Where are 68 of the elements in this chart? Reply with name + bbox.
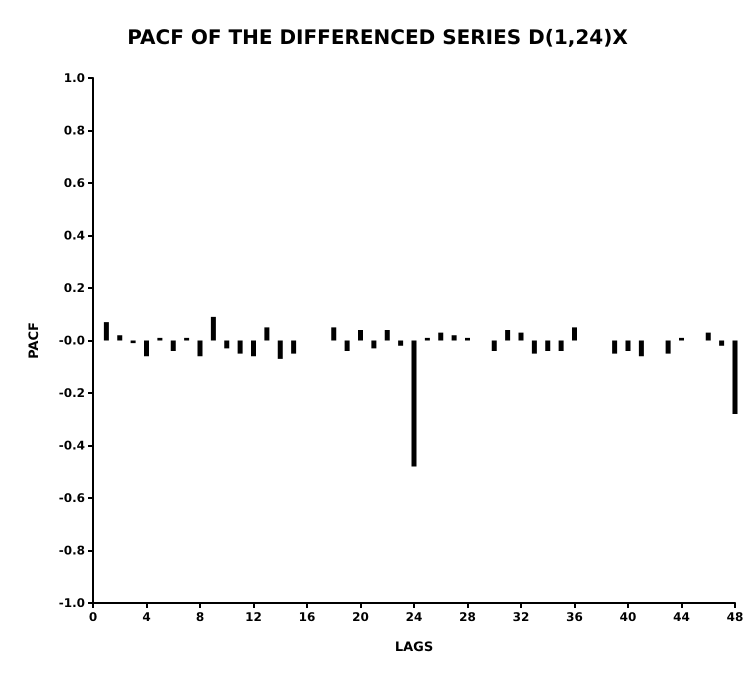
bar	[679, 338, 684, 340]
x-tick-label: 48	[726, 610, 744, 624]
bar	[251, 340, 256, 356]
x-tick-label: 12	[245, 610, 262, 624]
bar	[291, 340, 296, 354]
x-tick-label: 0	[88, 610, 98, 624]
bar	[210, 316, 216, 340]
x-tick-label: 16	[298, 610, 316, 624]
bar	[545, 340, 550, 351]
y-tick-label: 0.4	[64, 228, 85, 242]
y-tick-label: -0.4	[58, 438, 85, 452]
bar	[558, 340, 564, 351]
bar	[117, 335, 122, 340]
bar	[719, 340, 724, 346]
x-tick-label: 44	[673, 610, 690, 624]
x-tick-label: 24	[406, 610, 422, 624]
bar	[198, 340, 202, 356]
y-tick-label: 0.8	[64, 124, 85, 138]
bar	[278, 340, 283, 359]
x-tick-label: 32	[512, 610, 530, 624]
bar	[371, 340, 376, 348]
bar	[157, 338, 162, 340]
y-axis-title: PACF	[27, 322, 42, 359]
bar	[626, 340, 630, 351]
bar	[184, 338, 190, 340]
x-axis-title: LAGS	[394, 640, 434, 655]
bar	[465, 338, 470, 340]
bar	[706, 332, 711, 340]
bar	[638, 340, 644, 356]
bar	[438, 332, 444, 340]
bar	[452, 335, 457, 340]
y-tick-label: -0.0	[58, 334, 85, 348]
bar	[170, 340, 176, 351]
bar	[130, 340, 136, 344]
y-tick-label: 0.6	[64, 176, 85, 190]
x-tick-label: 28	[459, 610, 476, 624]
bar	[505, 330, 510, 340]
bar	[358, 330, 363, 340]
bar	[398, 340, 404, 346]
bar	[344, 340, 350, 351]
x-tick-label: 40	[620, 610, 636, 624]
bar	[238, 340, 243, 354]
x-tick-label: 8	[196, 610, 204, 624]
bar	[144, 340, 149, 356]
chart-title: PACF OF THE DIFFERENCED SERIES D(1,24)X	[127, 25, 628, 49]
y-tick-label: 1.0	[64, 71, 85, 85]
bar	[492, 340, 497, 351]
bar	[104, 322, 109, 340]
bar	[666, 340, 671, 354]
bar	[518, 332, 524, 340]
bar	[732, 340, 738, 414]
y-tick-label: -0.8	[58, 544, 85, 558]
bar	[264, 327, 270, 340]
bar	[424, 338, 430, 340]
bar	[331, 327, 336, 340]
bar	[224, 340, 230, 348]
y-tick-label: -0.2	[58, 386, 85, 400]
bar	[384, 330, 390, 340]
bar	[532, 340, 537, 354]
x-tick-label: 4	[142, 610, 151, 624]
y-tick-label: -1.0	[58, 596, 85, 610]
x-tick-label: 20	[352, 610, 369, 624]
y-tick-label: 0.2	[64, 281, 85, 295]
bar	[572, 327, 577, 340]
bar	[612, 340, 618, 354]
y-tick-label: -0.6	[58, 491, 85, 505]
bar	[412, 340, 416, 466]
x-tick-label: 36	[566, 610, 583, 624]
